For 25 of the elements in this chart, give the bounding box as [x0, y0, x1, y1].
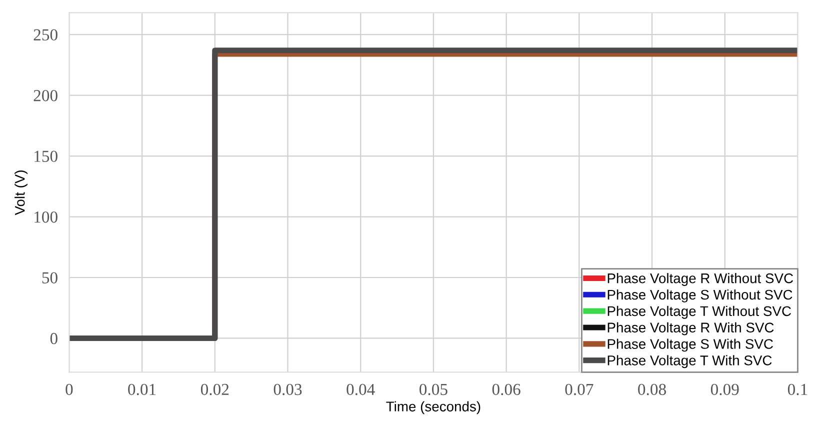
legend-label: Phase Voltage S Without SVC	[608, 289, 792, 302]
y-tick-label: 50	[42, 272, 58, 284]
y-tick-label: 100	[34, 211, 58, 223]
x-axis-title: Time (seconds)	[386, 401, 480, 414]
x-tick-label: 0.09	[710, 384, 739, 396]
x-tick-label: 0.02	[200, 384, 229, 396]
x-tick-label: 0.07	[565, 384, 594, 396]
legend-label: Phase Voltage T Without SVC	[608, 306, 791, 319]
x-tick-label: 0	[66, 384, 73, 396]
x-tick-label: 0.01	[128, 384, 156, 396]
legend-label: Phase Voltage R Without SVC	[608, 273, 794, 286]
legend-label: Phase Voltage S With SVC	[608, 338, 773, 352]
y-tick-label: 150	[34, 150, 58, 162]
x-tick-label: 0.08	[638, 384, 666, 396]
legend-label: Phase Voltage R With SVC	[608, 322, 774, 336]
y-tick-label: 200	[34, 90, 58, 102]
y-tick-label: 250	[34, 29, 58, 40]
x-tick-label: 0.04	[346, 384, 375, 396]
x-tick-label: 0.05	[420, 384, 448, 396]
y-tick-label: 0	[50, 332, 58, 344]
legend-label: Phase Voltage T With SVC	[608, 355, 772, 368]
x-tick-label: 0.06	[492, 384, 520, 396]
x-tick-label: 0.03	[274, 384, 302, 396]
y-axis-title: Volt (V)	[14, 170, 28, 216]
x-tick-label: 0.1	[788, 384, 808, 396]
